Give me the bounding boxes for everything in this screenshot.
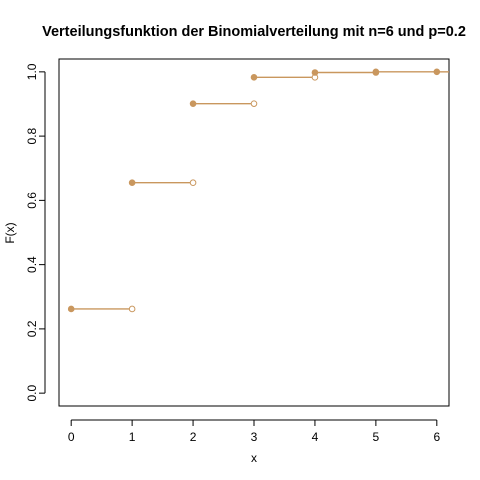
step-point-open: [128, 305, 136, 313]
step-point-open: [250, 100, 258, 107]
y-tick-label: 0.4: [25, 256, 39, 273]
step-point-closed: [189, 100, 197, 107]
x-tick-label: 0: [68, 430, 75, 444]
step-point-closed: [311, 69, 319, 76]
x-tick-label: 5: [373, 430, 380, 444]
step-point-closed: [372, 68, 380, 76]
y-axis-label: F(x): [3, 222, 17, 243]
y-tick-label: 0.2: [25, 320, 39, 337]
x-tick-label: 4: [312, 430, 319, 444]
y-tick-label: 1.0: [25, 63, 39, 80]
step-point-closed: [128, 179, 136, 186]
step-point-open: [189, 179, 197, 186]
x-tick-label: 1: [129, 430, 136, 444]
y-axis: 0.0 0.2 0.4 0.6 0.8 1.0: [25, 63, 46, 401]
x-tick-label: 6: [433, 430, 440, 444]
step-point-closed: [433, 68, 441, 76]
step-point-closed: [250, 74, 258, 81]
x-tick-label: 2: [190, 430, 197, 444]
x-tick-label: 3: [251, 430, 258, 444]
x-axis: 0 1 2 3 4 5 6: [68, 419, 440, 444]
plot-frame: [58, 58, 450, 407]
x-axis-label: x: [251, 451, 257, 465]
y-tick-label: 0.6: [25, 192, 39, 209]
step-series: [67, 68, 449, 313]
y-tick-label: 0.8: [25, 127, 39, 144]
step-point-closed: [67, 305, 75, 313]
y-tick-label: 0.0: [25, 384, 39, 401]
chart-title: Verteilungsfunktion der Binomialverteilu…: [42, 24, 466, 40]
